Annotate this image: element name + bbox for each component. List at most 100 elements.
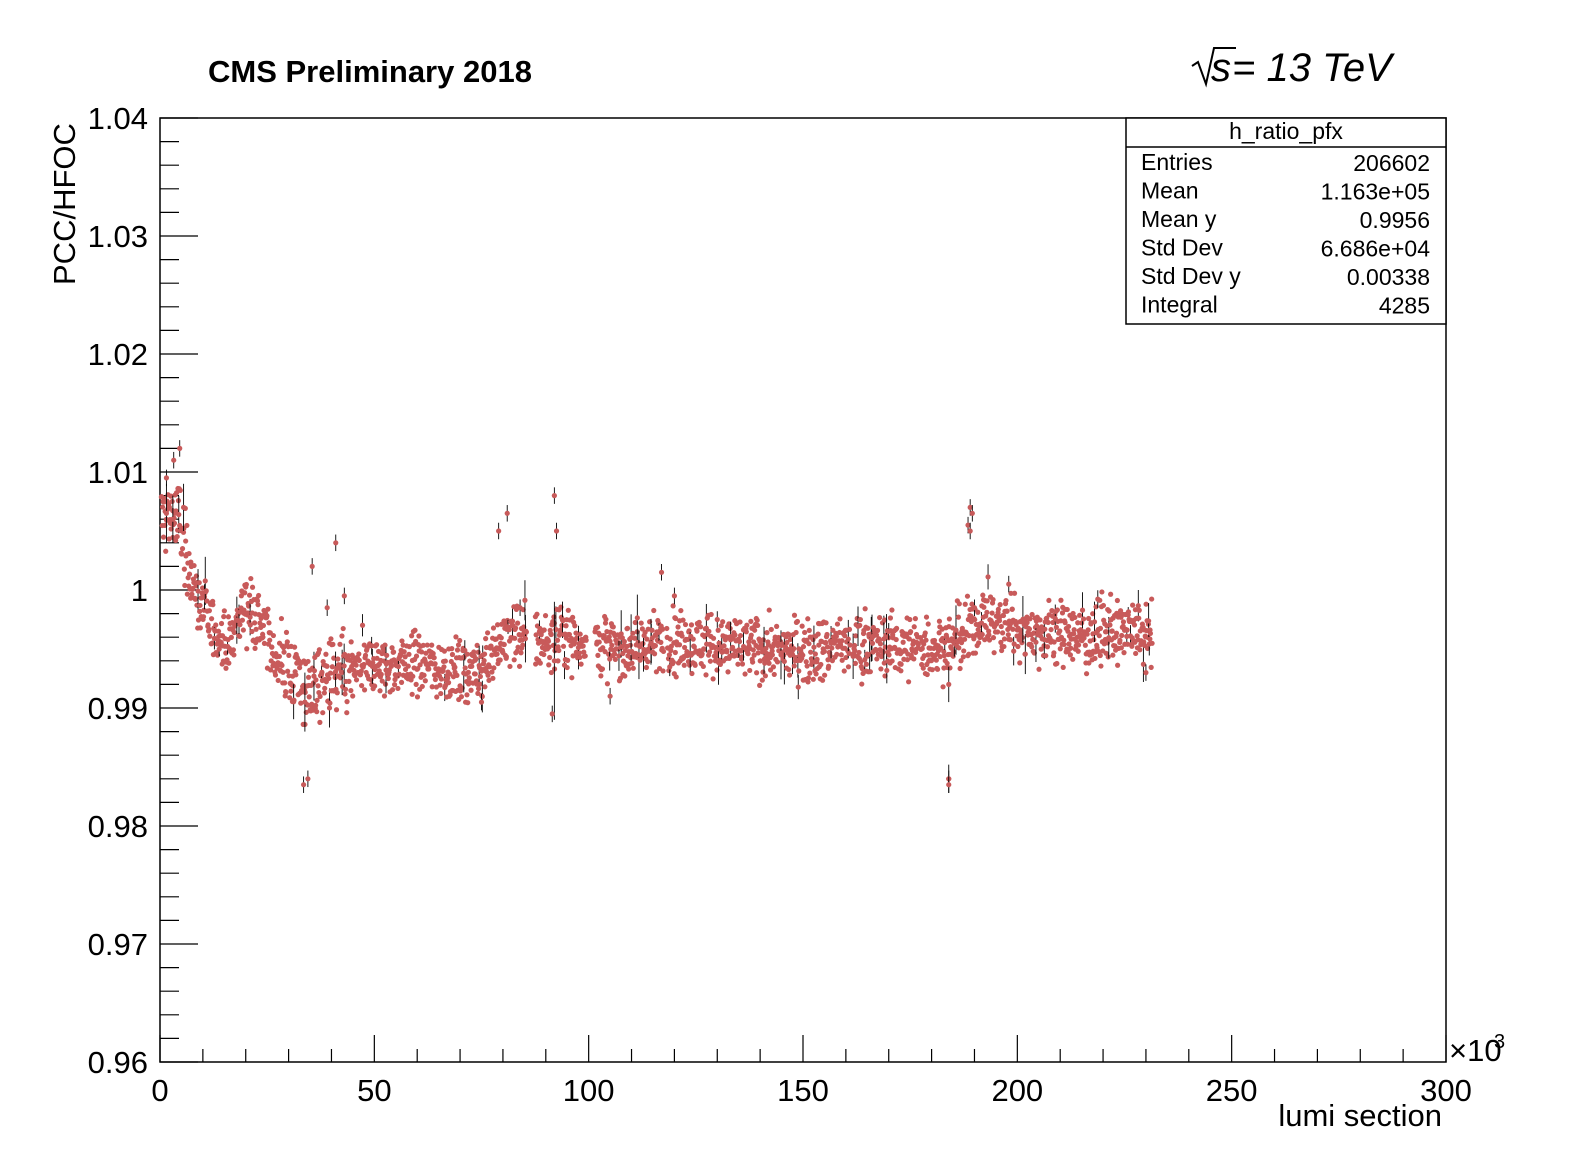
data-point <box>489 669 495 675</box>
data-point <box>494 651 500 657</box>
data-point <box>714 650 720 656</box>
data-point <box>769 648 775 654</box>
data-point <box>1082 642 1088 648</box>
data-point <box>1019 640 1025 646</box>
data-point <box>473 656 479 662</box>
data-point <box>457 637 463 644</box>
data-point <box>983 624 989 630</box>
stats-row-label: Std Dev <box>1141 235 1223 261</box>
data-point <box>1133 650 1139 657</box>
data-point <box>946 681 952 688</box>
data-point <box>537 660 543 666</box>
data-point <box>275 677 281 684</box>
data-point <box>466 675 472 681</box>
data-point <box>837 616 843 622</box>
x-axis-title: lumi section <box>1278 1098 1442 1133</box>
data-point <box>230 647 237 653</box>
data-point <box>652 643 658 649</box>
data-point <box>430 650 436 657</box>
data-point <box>689 670 695 677</box>
data-point <box>1008 590 1014 596</box>
data-point <box>1113 630 1120 636</box>
data-point <box>1011 648 1017 654</box>
data-point <box>986 628 992 634</box>
data-point <box>739 661 746 667</box>
data-point <box>951 649 957 655</box>
data-point <box>1090 611 1096 617</box>
data-point <box>857 622 863 628</box>
data-point <box>882 617 888 623</box>
data-point <box>972 650 979 656</box>
data-point <box>997 602 1003 608</box>
data-point <box>1036 666 1042 672</box>
data-point <box>315 683 321 689</box>
data-point <box>865 625 871 631</box>
data-point <box>413 681 419 687</box>
data-point <box>429 642 435 648</box>
data-point <box>486 677 492 683</box>
data-point <box>745 651 751 657</box>
data-point <box>1033 639 1039 645</box>
data-point <box>699 651 705 657</box>
data-point <box>606 634 612 640</box>
data-point <box>1001 636 1008 642</box>
data-point <box>1062 620 1068 626</box>
data-point <box>441 664 447 670</box>
data-point <box>359 682 365 689</box>
stats-row-value: 0.9956 <box>1360 207 1430 233</box>
data-point <box>560 643 567 649</box>
data-point <box>748 632 754 638</box>
data-point <box>882 673 888 679</box>
x-tick-label: 250 <box>1206 1073 1258 1108</box>
data-point <box>282 680 288 686</box>
data-point <box>553 528 560 534</box>
y-tick-label: 1.01 <box>88 455 148 490</box>
data-point <box>904 657 911 663</box>
data-point <box>736 638 743 645</box>
data-point <box>990 597 996 603</box>
data-point <box>920 665 926 671</box>
data-point <box>781 652 787 658</box>
data-point <box>986 637 993 643</box>
data-point <box>607 656 613 662</box>
data-point <box>1129 643 1135 649</box>
data-point <box>786 632 792 638</box>
data-point <box>867 669 873 675</box>
data-point <box>1048 626 1054 633</box>
data-point <box>735 661 741 667</box>
data-point <box>209 640 215 646</box>
data-point <box>1026 626 1033 632</box>
data-point <box>406 651 412 657</box>
data-point <box>893 636 899 643</box>
data-point <box>936 630 942 636</box>
data-point <box>577 631 583 637</box>
data-point <box>863 661 870 667</box>
data-point <box>247 622 253 628</box>
data-point <box>701 646 707 652</box>
data-point <box>418 649 425 655</box>
y-tick-label: 0.99 <box>88 691 148 726</box>
data-point <box>546 662 552 668</box>
data-point <box>267 667 274 673</box>
data-point <box>429 684 435 690</box>
data-point <box>356 657 362 663</box>
data-point <box>464 651 470 657</box>
data-point <box>186 550 192 557</box>
data-point <box>583 637 589 643</box>
data-point <box>323 651 329 657</box>
data-point <box>660 668 666 674</box>
data-point <box>670 603 676 609</box>
data-point <box>715 627 721 633</box>
data-point <box>455 642 462 648</box>
energy-symbol: s <box>1211 46 1231 90</box>
data-point <box>474 642 480 648</box>
data-point <box>714 616 720 623</box>
data-point <box>775 634 782 641</box>
data-point <box>858 659 864 665</box>
data-point <box>462 647 468 653</box>
data-point <box>1136 607 1142 613</box>
data-point <box>1005 632 1011 638</box>
data-point <box>953 627 959 633</box>
data-point <box>962 601 968 607</box>
data-point <box>1135 603 1141 609</box>
